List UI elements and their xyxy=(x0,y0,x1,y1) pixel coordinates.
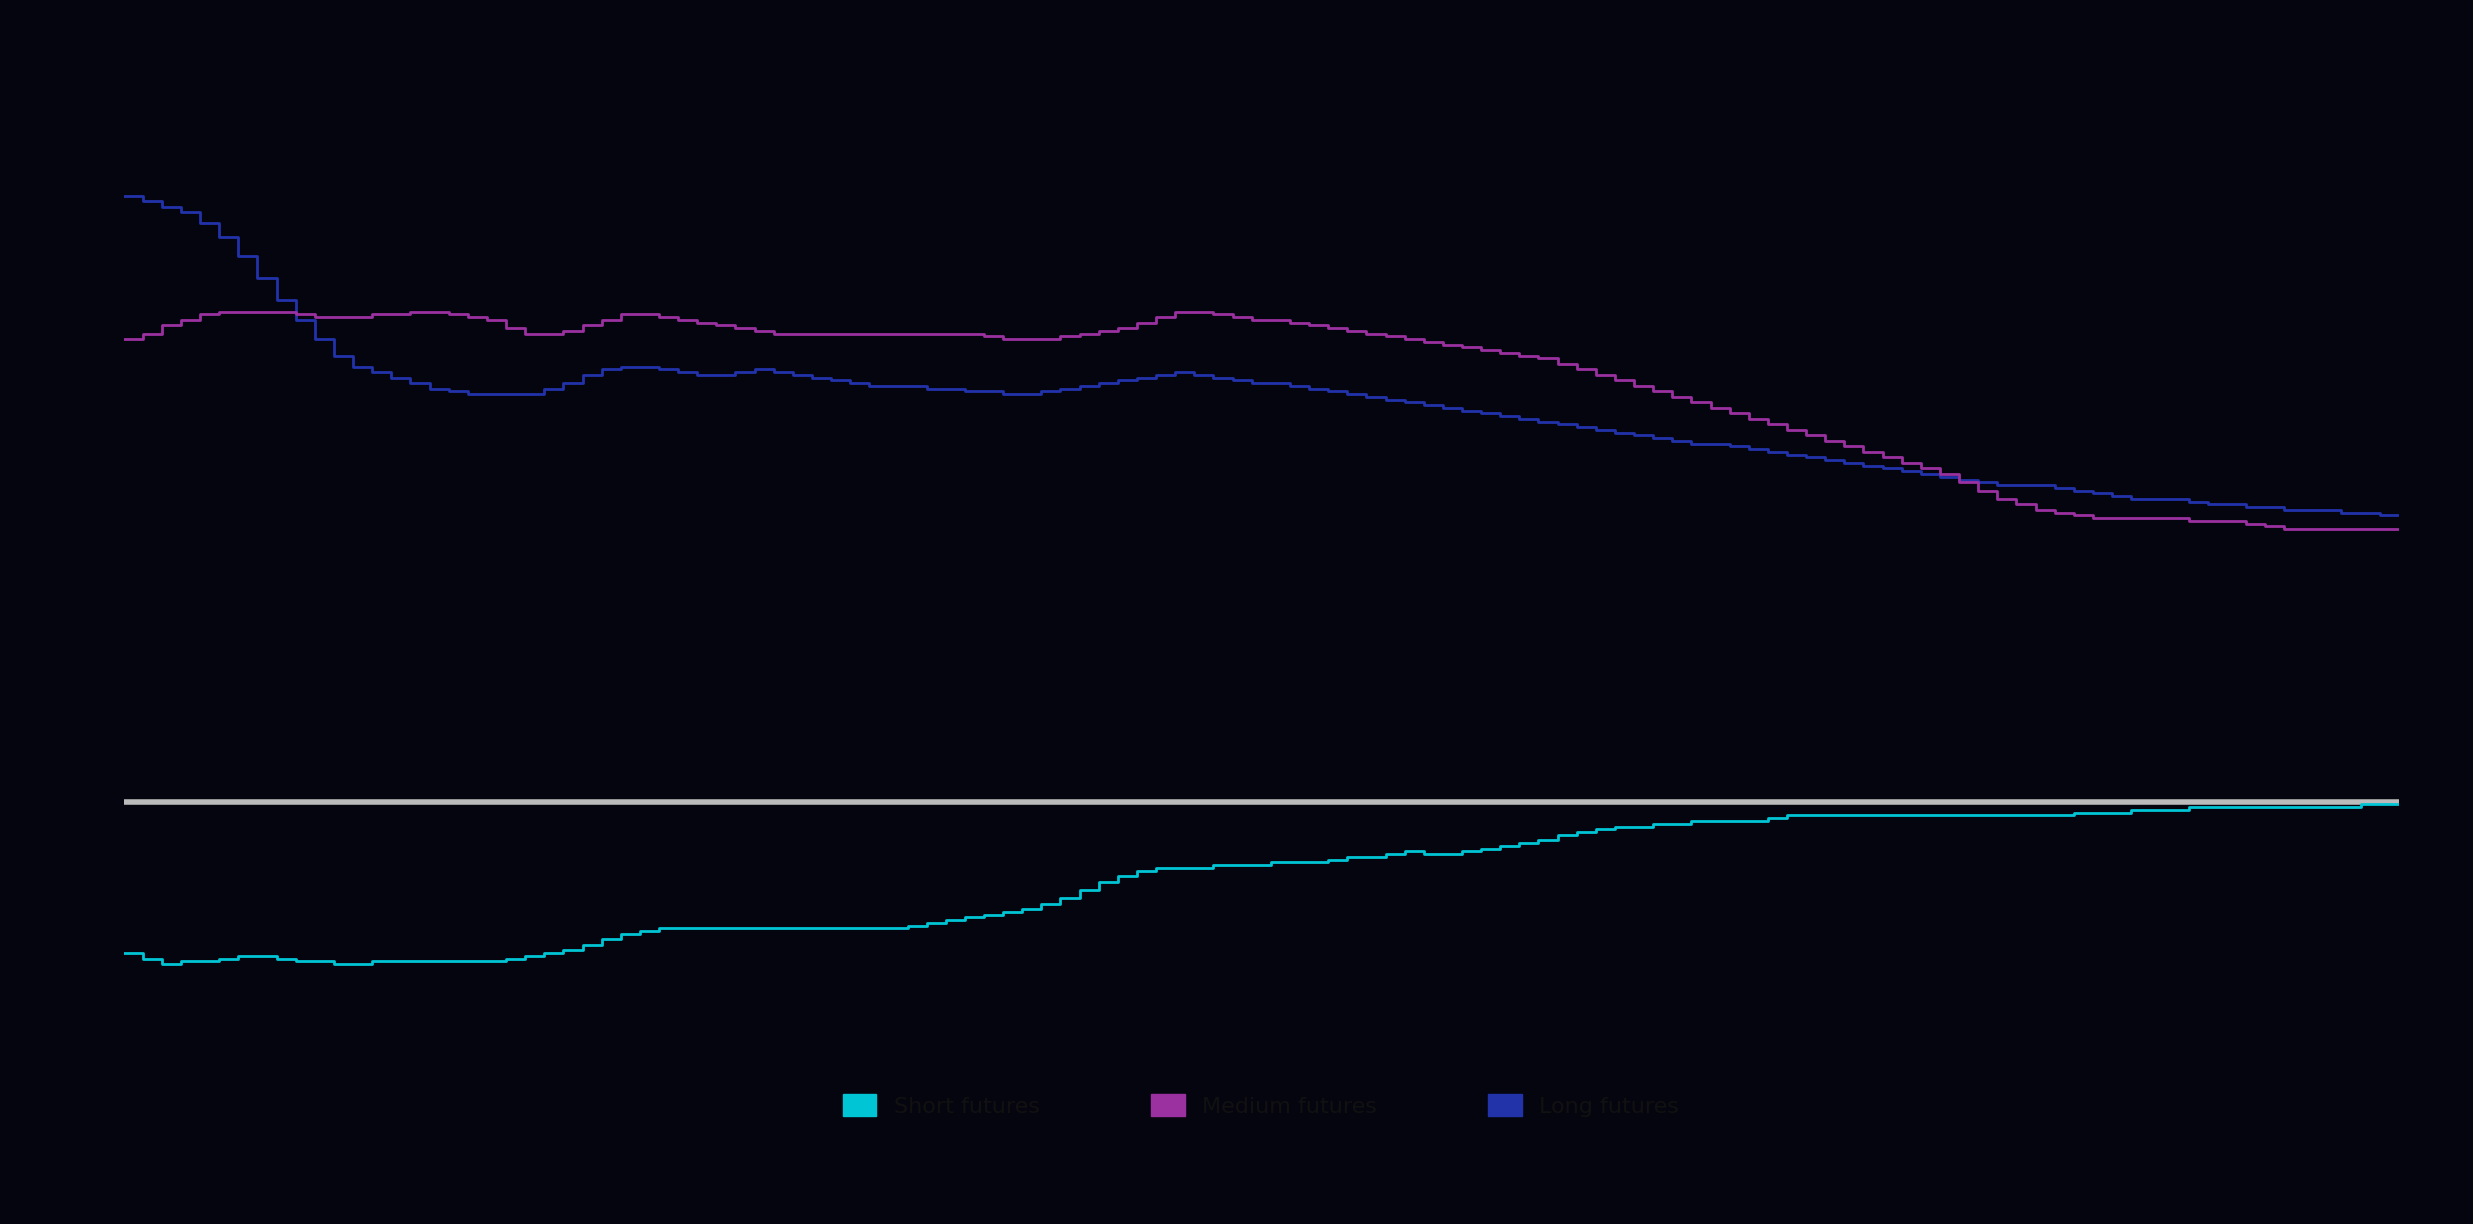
Legend: Short futures, Medium futures, Long futures: Short futures, Medium futures, Long futu… xyxy=(833,1084,1689,1126)
